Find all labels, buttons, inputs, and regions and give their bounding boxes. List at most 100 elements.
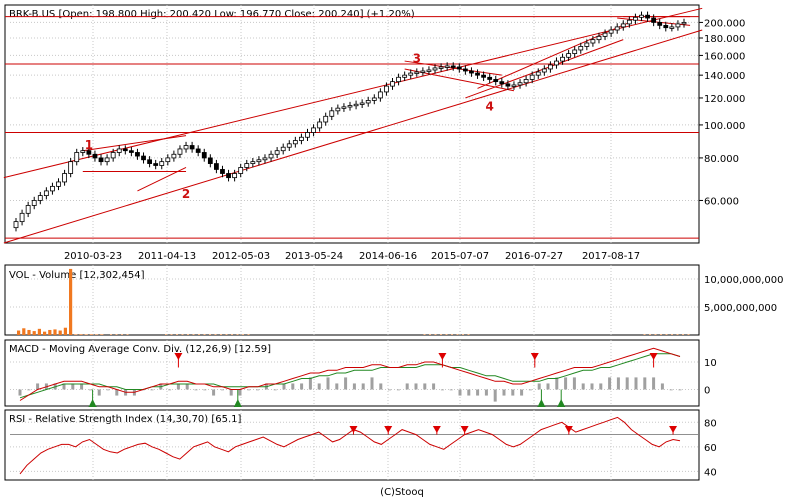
macd-hist-bar — [484, 389, 488, 396]
candle-up — [244, 163, 250, 168]
candle-up — [420, 70, 426, 73]
rsi-y-ticks: 80 60 40 — [704, 418, 717, 478]
candle-up — [359, 102, 365, 105]
volume-bar — [225, 334, 228, 335]
volume-bar — [48, 329, 52, 335]
candle-down — [128, 150, 134, 153]
candle-down — [141, 155, 146, 161]
candle-down — [213, 163, 219, 170]
macd-hist-bar — [432, 383, 436, 390]
volume-bar — [423, 334, 426, 335]
candle-up — [238, 167, 244, 174]
candle-up — [396, 76, 401, 83]
rsi-signal-marker — [384, 426, 393, 433]
volume-bar — [32, 331, 36, 335]
y-tick-label: 180.000 — [704, 34, 745, 45]
price-y-ticks: 200.000 180.000 160.000 140.000 120.000 100.0… — [699, 18, 745, 207]
volume-bar — [69, 268, 73, 335]
volume-bar — [643, 334, 646, 335]
volume-bar — [115, 334, 118, 335]
volume-bar — [110, 334, 112, 335]
macd-buy-marker — [233, 399, 242, 407]
macd-hist-bar — [344, 377, 348, 390]
rsi-y-tick-label: 40 — [704, 467, 717, 478]
macd-label: MACD - Moving Average Conv. Div. (12,26,… — [9, 344, 271, 355]
macd-hist-bar — [308, 377, 312, 390]
macd-hist-bar — [18, 389, 22, 396]
volume-bar — [126, 334, 129, 335]
macd-sell-marker — [649, 353, 658, 360]
macd-hist-bar — [150, 389, 154, 391]
volume-bar — [231, 334, 233, 335]
candle-up — [62, 173, 67, 183]
macd-hist-bar — [326, 377, 330, 390]
candle-up — [675, 23, 681, 28]
volume-bar — [121, 334, 123, 335]
macd-hist-bar — [528, 389, 532, 391]
macd-hist-bar — [317, 383, 321, 390]
macd-hist-bar — [282, 383, 286, 390]
candle-up — [426, 69, 432, 72]
macd-hist-bar — [546, 383, 550, 390]
candle-up — [323, 115, 329, 123]
candle-down — [487, 76, 493, 80]
candle-down — [195, 148, 201, 153]
candle-down — [135, 152, 140, 157]
macd-hist-bar — [520, 389, 524, 396]
volume-panel: VOL - Volume [12,302,454] 10,000,000,000… — [4, 264, 784, 336]
candle-up — [110, 152, 116, 159]
volume-bar — [214, 334, 217, 335]
x-tick-label: 2015-07-07 — [431, 251, 489, 262]
candle-down — [462, 68, 468, 72]
candle-up — [353, 103, 359, 107]
candle-up — [578, 46, 584, 51]
candle-down — [207, 157, 213, 164]
macd-plot-area — [4, 339, 700, 407]
candle-up — [384, 85, 389, 93]
macd-hist-bar — [405, 383, 409, 390]
macd-sell-marker — [174, 353, 183, 360]
volume-bar — [462, 334, 464, 335]
candle-up — [311, 127, 316, 133]
macd-y-tick-label: 10 — [704, 358, 717, 369]
candle-up — [590, 39, 596, 44]
macd-hist-bar — [625, 377, 629, 390]
macd-panel: MACD - Moving Average Conv. Div. (12,26,… — [4, 339, 717, 407]
candle-down — [469, 70, 474, 74]
volume-y-tick-label: 10,000,000,000 — [704, 275, 784, 286]
candles — [13, 11, 687, 232]
volume-bar — [198, 334, 200, 335]
candle-down — [122, 148, 128, 152]
macd-y-ticks: 10 0 — [704, 358, 717, 397]
candle-up — [250, 161, 256, 164]
candle-up — [183, 145, 189, 150]
volume-bar — [84, 334, 88, 335]
candle-up — [104, 157, 110, 163]
macd-hist-bar — [511, 389, 515, 396]
volume-bar — [37, 328, 41, 335]
candle-up — [286, 143, 292, 148]
volume-bar — [242, 334, 244, 335]
volume-bar — [445, 334, 448, 335]
candle-up — [347, 105, 353, 108]
macd-histogram — [18, 377, 682, 402]
candle-up — [292, 140, 298, 145]
rsi-panel: RSI - Relative Strength Index (14,30,70)… — [4, 409, 717, 481]
candle-up — [414, 71, 420, 74]
macd-hist-bar — [238, 389, 242, 396]
macd-hist-bar — [168, 389, 172, 391]
candle-up — [681, 22, 687, 25]
macd-hist-bar — [599, 383, 603, 390]
macd-y-tick-label: 0 — [704, 386, 710, 397]
macd-hist-bar — [194, 389, 198, 391]
macd-buy-marker — [557, 399, 566, 407]
volume-bar — [660, 334, 662, 335]
candle-up — [541, 68, 547, 73]
candle-up — [377, 91, 383, 99]
candle-up — [116, 148, 122, 153]
candle-up — [68, 161, 74, 174]
candle-down — [481, 74, 487, 78]
macd-sell-marker — [438, 353, 447, 360]
macd-hist-bar — [379, 383, 383, 390]
candle-down — [499, 81, 505, 85]
